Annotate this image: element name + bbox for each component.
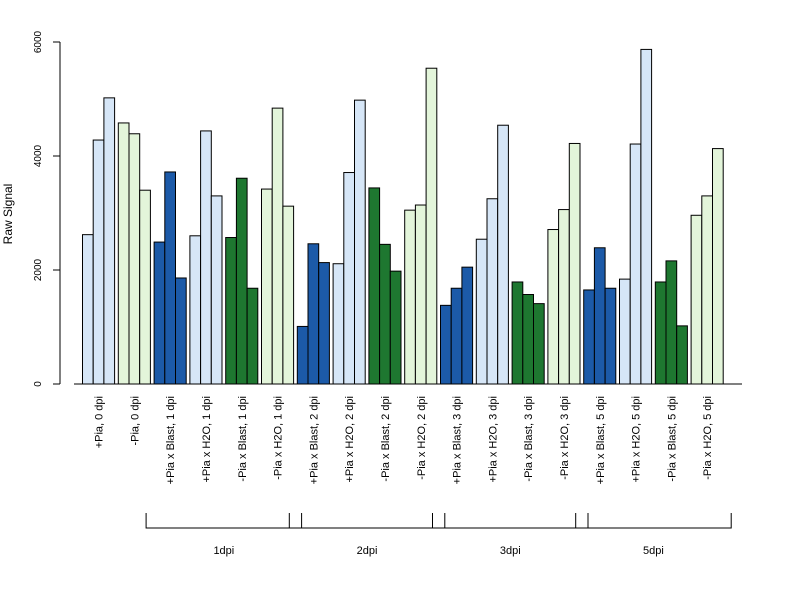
category-label: +Pia x H2O, 3 dpi [487,396,499,483]
bar [153,241,166,385]
category-label: -Pia x H2O, 2 dpi [416,396,428,480]
category-label: +Pia x H2O, 1 dpi [201,396,213,483]
bar [486,198,499,385]
bar [332,263,345,385]
group-bracket [145,513,303,529]
bar [296,325,309,385]
bar [379,243,391,385]
bar [568,142,581,385]
category-label: +Pia x H2O, 2 dpi [344,396,356,483]
y-tick-label: 6000 [33,30,44,53]
category-labels: +Pia, 0 dpi -Pia, 0 dpi +Pia x Blast, 1 dp… [94,396,715,484]
bar [128,133,141,385]
bar [414,204,427,385]
bar [261,188,273,385]
category-label: -Pia, 0 dpi [129,396,141,446]
bar [654,281,667,385]
y-axis: 0 2000 4000 6000 [33,30,61,387]
bar [117,122,130,385]
bar [175,277,187,385]
group-label: 2dpi [357,545,378,557]
bar [701,195,713,385]
category-label: +Pia x Blast, 3 dpi [452,396,464,484]
bar [676,325,688,385]
bar [583,289,595,385]
category-label: +Pia x Blast, 2 dpi [308,396,320,484]
bar [318,262,330,385]
bar [139,189,151,385]
bar [92,139,105,385]
category-label: -Pia x Blast, 2 dpi [380,396,392,482]
group-label: 5dpi [643,545,664,557]
category-label: +Pia x Blast, 5 dpi [595,396,607,484]
bar [210,195,223,385]
y-tick-label: 4000 [33,144,44,167]
bar [404,209,416,385]
category-label: -Pia x Blast, 3 dpi [523,396,535,482]
bar [665,260,678,385]
bar [619,278,631,385]
category-label: +Pia, 0 dpi [94,396,106,448]
bar [368,187,381,385]
bar [189,235,202,385]
bar [629,143,642,385]
bar [271,107,284,385]
category-label: +Pia x Blast, 1 dpi [165,396,177,484]
bar [235,177,248,385]
category-label: -Pia x H2O, 5 dpi [702,396,714,480]
category-label: -Pia x Blast, 5 dpi [666,396,678,482]
bar [307,243,320,385]
bar [547,229,560,385]
category-label: -Pia x H2O, 1 dpi [273,396,285,480]
bar [103,97,116,385]
group-brackets: 1dpi 2dpi 3dpi 5dpi [145,513,732,557]
group-bracket [288,513,446,529]
bar [389,270,402,385]
bar [461,266,474,385]
bar [425,67,438,385]
bar [225,237,237,385]
y-tick-label: 0 [33,381,44,387]
bar [640,48,653,385]
bar [282,205,295,385]
bar [593,247,606,385]
bar [475,238,488,385]
group-label: 1dpi [213,545,234,557]
bar [533,303,545,385]
category-label: -Pia x Blast, 1 dpi [237,396,249,482]
bar [82,234,94,385]
bar [690,214,703,385]
category-label: -Pia x H2O, 3 dpi [559,396,571,480]
bars [82,48,724,385]
category-label: +Pia x H2O, 5 dpi [631,396,643,483]
bar [450,287,463,385]
bar [497,124,509,385]
y-tick-label: 2000 [33,258,44,281]
bar [604,287,617,385]
bar [164,171,177,385]
group-bracket [575,513,732,529]
bar [522,294,534,385]
bar [354,99,366,385]
bar [246,287,259,385]
bar [200,130,212,385]
bar [712,148,724,385]
group-label: 3dpi [500,545,521,557]
bar [440,304,452,385]
bar [511,281,524,385]
bar [343,172,355,385]
bar [558,209,570,385]
group-bracket [432,513,589,529]
y-axis-label: Raw Signal [1,184,15,245]
